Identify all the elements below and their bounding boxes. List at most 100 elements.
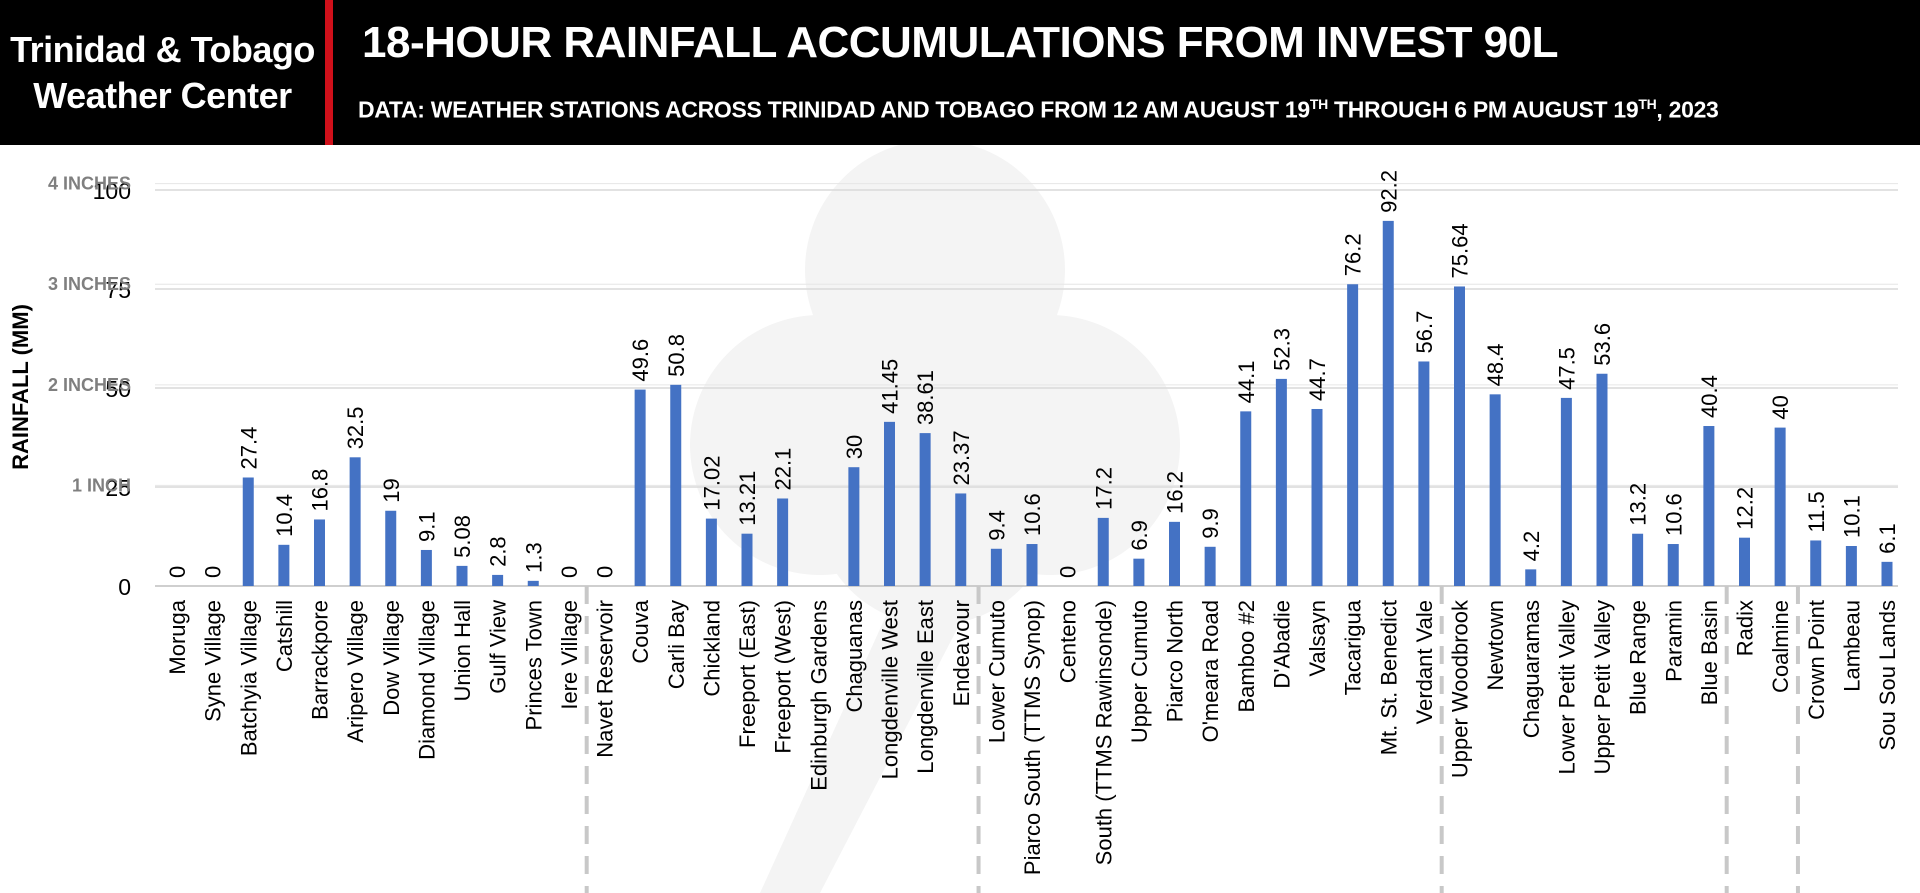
x-tick-label: Piarco North [1163,600,1188,722]
subtitle-part-3: , 2023 [1656,96,1719,123]
bar [1489,394,1501,586]
data-label: 13.21 [735,471,760,526]
data-label: 75.64 [1448,223,1473,278]
data-label: 16.8 [308,469,333,512]
x-tick-label: Sou Sou Lands [1875,600,1900,750]
data-label: 92.2 [1376,170,1401,213]
bar [705,518,717,586]
bar [456,565,468,586]
bar [1881,561,1893,586]
data-label: 76.2 [1341,233,1366,276]
bar [1026,544,1038,586]
x-tick-label: Paramin [1661,600,1686,682]
x-tick-label: Moruga [165,599,190,674]
bar [990,548,1002,586]
data-label: 9.9 [1198,508,1223,539]
data-label: 30 [842,435,867,459]
data-label: 0 [1056,566,1081,578]
x-tick-label: Centeno [1056,600,1081,683]
data-label: 40.4 [1697,375,1722,418]
x-tick-label: Valsayn [1305,600,1330,677]
bar [1275,378,1287,586]
bar [349,457,361,586]
y-axis: 0 25 50 75 100 1 INCH 2 INCHES 3 INCHES 4 INCHES [48,174,131,600]
bar [492,574,504,586]
bar [1810,540,1822,586]
bar [1169,521,1180,586]
data-label: 0 [593,566,618,578]
data-label: 44.7 [1305,358,1330,401]
group-dividers [584,586,1800,893]
x-tick-label: Catshill [272,600,297,672]
bar [1382,220,1394,586]
header-bar: Trinidad & Tobago Weather Center 18-HOUR… [0,0,1920,145]
data-label: 10.1 [1839,495,1864,538]
bar [1347,284,1359,586]
data-label: 11.5 [1804,491,1829,532]
brand-logo-text: Trinidad & Tobago Weather Center [0,0,325,145]
data-label: 56.7 [1412,311,1437,354]
x-tick-label: Gulf View [486,600,511,694]
x-tick-label: Verdant Vale [1412,600,1437,724]
bar [1845,546,1857,586]
bar [278,544,290,586]
accent-divider [325,0,333,145]
data-label: 32.5 [343,406,368,449]
x-tick-label: Piarco South (TTMS Synop) [1020,600,1045,875]
bar [777,498,789,586]
bar [1560,397,1572,586]
bar [1525,569,1537,586]
data-label: 10.6 [1661,493,1686,536]
bar [955,493,967,586]
data-label: 53.6 [1590,323,1615,366]
bar [741,533,753,586]
x-tick-label: Bamboo #2 [1234,600,1259,713]
data-label: 1.3 [521,542,546,573]
data-label: 19 [379,478,404,502]
x-tick-label: Freeport (West) [771,600,796,754]
x-tick-label: Chaguaramas [1519,600,1544,738]
x-tick-label: Couva [628,599,653,663]
y-tick-label: 0 [118,574,131,600]
x-tick-label: Edinburgh Gardens [806,600,831,791]
bar [1133,558,1145,586]
x-tick-label: Blue Range [1626,600,1651,715]
bar [848,467,860,586]
data-label: 22.1 [771,448,796,491]
data-label: 38.61 [913,370,938,425]
data-label: 0 [201,566,226,578]
x-tick-label: Longdenville West [878,600,903,779]
x-tick-label: Lower Cumuto [984,600,1009,743]
bar [1632,533,1644,586]
data-label: 6.1 [1875,523,1900,554]
x-tick-label: Union Hall [450,600,475,702]
bar [634,389,646,586]
data-label: 12.2 [1733,487,1758,530]
bar [670,384,682,586]
bar [1240,411,1252,586]
x-tick-label: Princes Town [521,600,546,730]
x-tick-label: Coalmine [1768,600,1793,693]
x-tick-label: Endeavour [949,600,974,706]
data-label: 6.9 [1127,520,1152,551]
data-label: 48.4 [1483,344,1508,387]
x-tick-label: O'meara Road [1198,600,1223,742]
bar [1311,408,1323,586]
x-tick-label: Upper Cumuto [1127,600,1152,743]
brand-line-1: Trinidad & Tobago [10,28,315,70]
bar [884,421,895,586]
x-tick-label: Barrackpore [308,600,333,720]
y-tick-label: 100 [93,178,131,204]
data-label: 13.2 [1626,483,1651,526]
data-label: 27.4 [236,427,261,470]
bar [527,580,539,586]
x-tick-label: Aripero Village [343,600,368,743]
bar [314,519,325,586]
data-label: 52.3 [1269,328,1294,371]
x-tick-label: D'Abadie [1269,600,1294,689]
x-tick-label: Batchyia Village [236,600,261,756]
bar [385,510,397,586]
data-label: 40 [1768,395,1793,419]
